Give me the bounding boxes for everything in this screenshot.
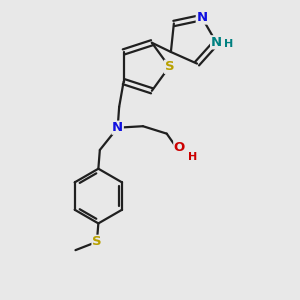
Text: N: N	[211, 36, 222, 49]
Text: S: S	[164, 60, 174, 73]
Text: O: O	[174, 140, 185, 154]
Text: H: H	[224, 39, 233, 49]
Text: N: N	[196, 11, 208, 24]
Text: S: S	[92, 235, 102, 248]
Text: N: N	[112, 121, 123, 134]
Text: H: H	[188, 152, 197, 162]
